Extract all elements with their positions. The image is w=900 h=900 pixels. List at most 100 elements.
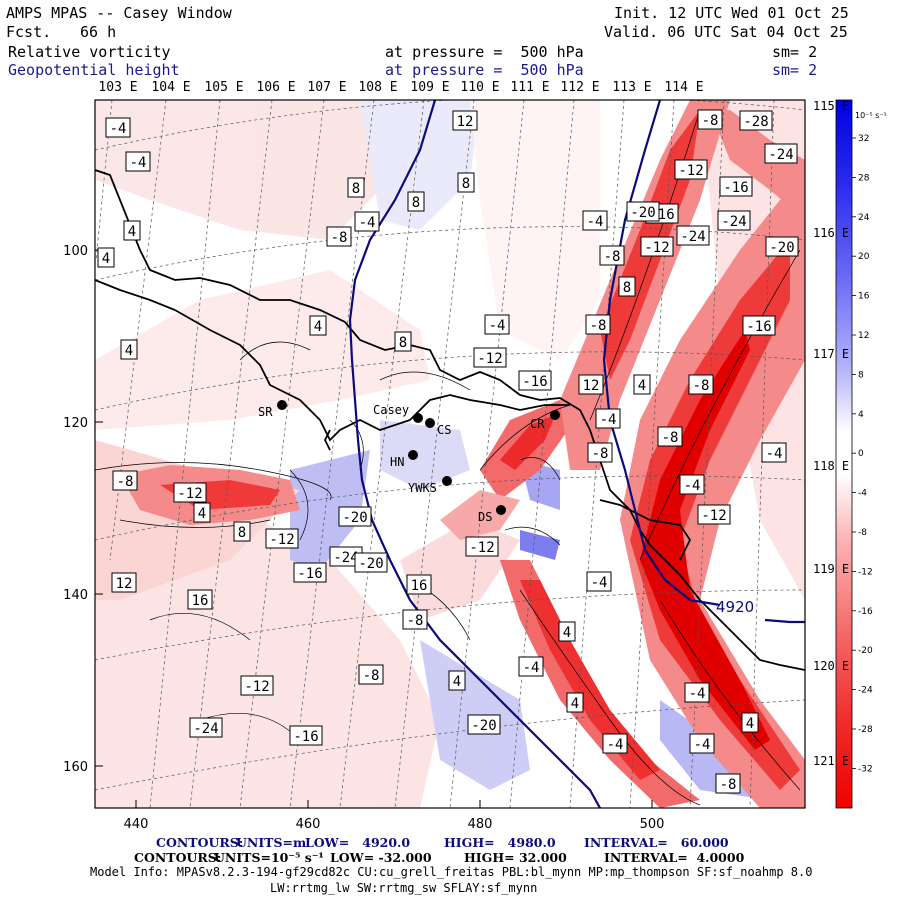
contour-label: 16 xyxy=(187,589,213,610)
contour-label: -4 xyxy=(354,211,380,232)
top-longitude-label: 107 E xyxy=(307,80,346,95)
bottom-x-label: 460 xyxy=(296,817,321,832)
colorbar-tick-label: -8 xyxy=(858,528,867,538)
contour-label: -4 xyxy=(679,474,705,495)
contour-label: -16 xyxy=(293,562,327,583)
top-longitude-label: 106 E xyxy=(256,80,295,95)
footer-contours-1-high: HIGH= 4980.0 xyxy=(444,835,556,850)
contour-label: -20 xyxy=(338,506,372,527)
colorbar-tick-label: -20 xyxy=(858,646,873,656)
contour-label: -4 xyxy=(761,442,787,463)
contour-label: 4 xyxy=(120,339,138,360)
contour-label: 4 xyxy=(633,374,651,395)
right-longitude-label: 116 E xyxy=(813,226,849,240)
model-info-2: LW:rrtmg_lw SW:rrtmg_sw SFLAY:sf_mynn xyxy=(270,881,538,895)
right-longitude-label: 120 E xyxy=(813,659,849,673)
top-longitude-label: 109 E xyxy=(410,80,449,95)
svg-text:8: 8 xyxy=(412,195,420,211)
right-longitude-label: 121 E xyxy=(813,754,849,768)
contour-label: 4 xyxy=(741,712,759,733)
contour-label: 4 xyxy=(97,247,115,268)
svg-text:4: 4 xyxy=(563,625,571,641)
contour-label: -16 xyxy=(719,176,753,197)
footer-contours-2-units: UNITS=10⁻⁵ s⁻¹ xyxy=(214,850,324,865)
contour-label: 4 xyxy=(309,315,327,336)
bottom-x-label: 500 xyxy=(640,817,665,832)
svg-text:-16: -16 xyxy=(293,729,318,745)
contour-label: -28 xyxy=(739,110,773,131)
svg-text:-12: -12 xyxy=(678,163,703,179)
svg-text:4: 4 xyxy=(125,343,133,359)
svg-text:-4: -4 xyxy=(591,575,608,591)
contour-label: -12 xyxy=(173,482,207,503)
station-marker-cr xyxy=(550,410,560,420)
contour-label: -8 xyxy=(326,226,352,247)
contour-label: -8 xyxy=(599,245,625,266)
contour-label: -8 xyxy=(657,426,683,447)
svg-text:4: 4 xyxy=(198,506,206,522)
svg-text:-24: -24 xyxy=(721,214,746,230)
svg-text:4: 4 xyxy=(453,674,461,690)
vorticity-contours xyxy=(95,109,801,806)
svg-text:-4: -4 xyxy=(110,121,127,137)
red-vorticity-bands xyxy=(120,100,805,808)
contour-label: -8 xyxy=(402,609,428,630)
svg-text:-24: -24 xyxy=(680,229,705,245)
footer-contours-1-low: LOW= 4920.0 xyxy=(305,835,411,850)
colorbar-tick-label: 28 xyxy=(858,173,870,183)
svg-text:-12: -12 xyxy=(644,240,669,256)
contour-label: 8 xyxy=(407,191,425,212)
bottom-x-label: 440 xyxy=(124,817,149,832)
colorbar-tick-label: -28 xyxy=(858,725,873,735)
svg-text:-4: -4 xyxy=(684,478,701,494)
contour-label: -4 xyxy=(689,733,715,754)
svg-text:4: 4 xyxy=(102,251,110,267)
top-longitude-label: 108 E xyxy=(358,80,397,95)
contour-label: -20 xyxy=(765,236,799,257)
station-marker-sr xyxy=(277,400,287,410)
svg-text:-8: -8 xyxy=(363,668,380,684)
left-y-label: 160 xyxy=(63,760,88,775)
svg-text:4: 4 xyxy=(571,696,579,712)
forecast-hour: 66 h xyxy=(80,23,117,41)
forecast-label: Fcst. xyxy=(6,23,52,41)
contour-label: -12 xyxy=(473,347,507,368)
colorbar-tick-label: -12 xyxy=(858,567,873,577)
svg-text:12: 12 xyxy=(457,114,474,130)
colorbar-tick-label: 0 xyxy=(858,449,864,459)
contour-label: -20 xyxy=(467,714,501,735)
top-longitude-label: 104 E xyxy=(151,80,190,95)
contour-label: 8 xyxy=(618,276,636,297)
field2-pressure: at pressure = 500 hPa xyxy=(385,61,584,79)
svg-text:-24: -24 xyxy=(333,550,358,566)
contour-label: 4 xyxy=(448,670,466,691)
station-label: YWKS xyxy=(408,481,437,495)
contour-label: -4 xyxy=(484,314,510,335)
station-label: CR xyxy=(530,417,545,431)
svg-text:-8: -8 xyxy=(592,446,609,462)
svg-text:-8: -8 xyxy=(662,430,679,446)
valid-time: Valid. 06 UTC Sat 04 Oct 25 xyxy=(604,23,848,41)
field2-smoothing: sm= 2 xyxy=(772,61,818,79)
contour-label: -16 xyxy=(518,370,552,391)
colorbar-unit: 10⁻⁵ s⁻¹ xyxy=(855,111,887,120)
right-longitude-label: 118 E xyxy=(813,459,849,473)
contour-label: -12 xyxy=(697,504,731,525)
station-marker-ywks xyxy=(442,476,452,486)
contour-label: -24 xyxy=(764,143,798,164)
svg-text:8: 8 xyxy=(623,280,631,296)
contour-label: -12 xyxy=(674,159,708,180)
svg-text:-20: -20 xyxy=(471,718,496,734)
contour-label: -12 xyxy=(265,528,299,549)
colorbar-tick-label: 24 xyxy=(858,213,870,223)
left-y-label: 120 xyxy=(63,416,88,431)
contour-label: -24 xyxy=(717,210,751,231)
colorbar xyxy=(835,99,853,809)
svg-text:8: 8 xyxy=(238,525,246,541)
station-label: SR xyxy=(258,405,273,419)
contour-label: -8 xyxy=(688,374,714,395)
coastline xyxy=(95,169,805,671)
svg-text:8: 8 xyxy=(352,181,360,197)
station-marker-ds xyxy=(496,505,506,515)
